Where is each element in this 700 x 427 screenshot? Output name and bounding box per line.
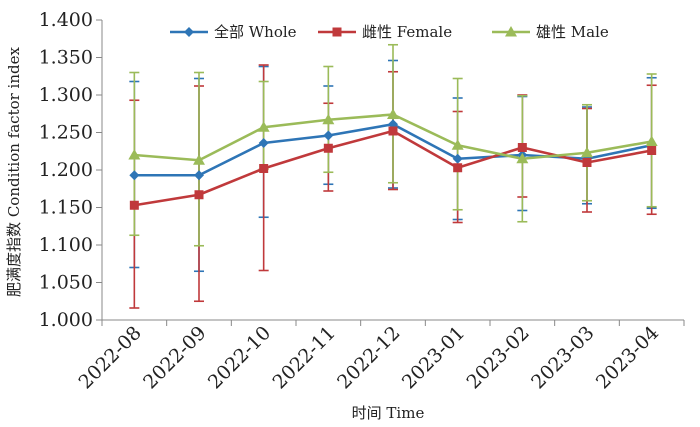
legend-marker <box>184 27 194 37</box>
legend-marker <box>505 26 517 37</box>
legend-label: 雄性 Male <box>536 23 609 41</box>
data-point <box>581 146 593 158</box>
data-point <box>194 170 204 181</box>
data-point <box>517 143 527 152</box>
x-axis-title: 时间 Time <box>352 404 425 422</box>
y-tick-label: 1.400 <box>39 9 93 31</box>
x-tick-label: 2023-02 <box>462 322 533 393</box>
data-point <box>582 158 592 167</box>
data-point <box>387 108 399 119</box>
data-point <box>193 154 205 165</box>
x-tick-label: 2023-03 <box>527 322 598 393</box>
x-tick-label: 2023-04 <box>592 322 663 393</box>
legend-label: 雌性 Female <box>362 23 452 41</box>
data-point <box>259 164 269 173</box>
data-point <box>516 152 529 164</box>
x-tick-label: 2022-10 <box>204 322 275 393</box>
y-tick-label: 1.050 <box>39 272 93 294</box>
data-point <box>129 170 140 181</box>
data-point <box>129 200 139 210</box>
data-point <box>645 135 658 146</box>
data-point <box>258 138 269 148</box>
legend-marker <box>332 27 342 37</box>
x-tick-label: 2023-01 <box>398 322 469 393</box>
y-tick-label: 1.350 <box>39 47 93 69</box>
data-point <box>453 163 463 173</box>
legend-label: 全部 Whole <box>214 23 297 41</box>
data-point <box>257 121 270 132</box>
data-point <box>388 126 398 136</box>
y-tick-label: 1.150 <box>39 197 93 219</box>
error-bars <box>129 43 657 309</box>
x-tick-label: 2022-11 <box>268 322 339 393</box>
data-point <box>451 139 464 150</box>
data-point <box>322 113 335 125</box>
x-tick-label: 2022-12 <box>333 322 404 393</box>
data-point <box>323 130 334 141</box>
y-tick-label: 1.300 <box>39 84 93 106</box>
legend: 全部 Whole 雌性 Female 雄性 Male <box>170 23 609 41</box>
series-markers <box>128 108 658 210</box>
y-axis-title: 肥满度指数 Condition factor index <box>5 47 23 297</box>
data-point <box>452 153 463 164</box>
x-axis-ticks: 2022-082022-092022-102022-112022-122023-… <box>74 320 685 393</box>
y-tick-label: 1.200 <box>39 159 93 181</box>
data-point <box>647 146 657 155</box>
data-point <box>194 190 204 200</box>
data-point <box>323 143 333 153</box>
data-point <box>128 149 141 160</box>
y-axis-ticks: 1.000 1.050 1.100 1.150 1.200 1.250 1.300 1.350… <box>39 9 102 331</box>
y-tick-label: 1.000 <box>39 309 93 331</box>
y-tick-label: 1.100 <box>39 234 93 256</box>
x-tick-label: 2022-08 <box>74 322 145 393</box>
x-tick-label: 2022-09 <box>139 322 210 393</box>
y-tick-label: 1.250 <box>39 122 93 144</box>
